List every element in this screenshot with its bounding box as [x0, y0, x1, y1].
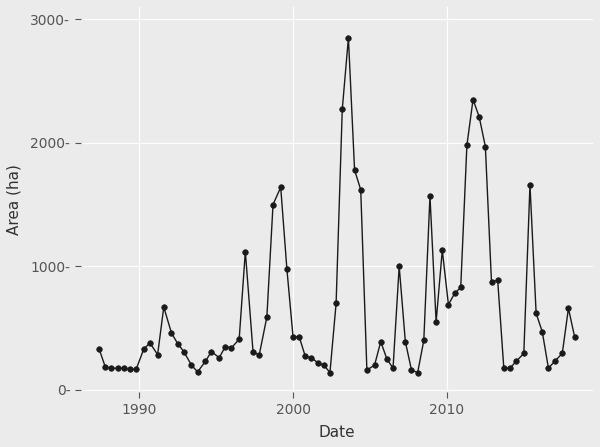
X-axis label: Date: Date	[319, 425, 355, 440]
Y-axis label: Area (ha): Area (ha)	[7, 164, 22, 235]
